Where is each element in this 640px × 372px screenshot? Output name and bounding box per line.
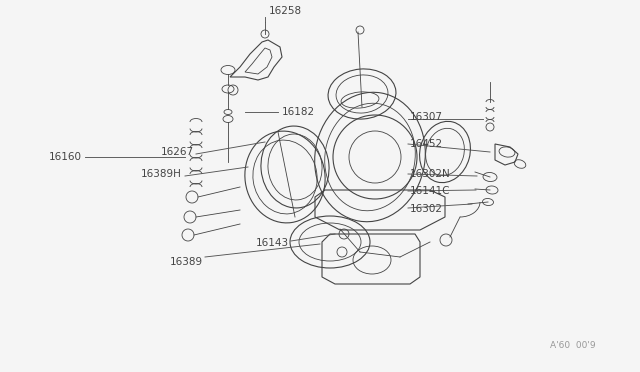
Text: 16182: 16182 bbox=[282, 107, 315, 117]
Text: 16258: 16258 bbox=[269, 6, 302, 16]
Text: 16389: 16389 bbox=[170, 257, 203, 267]
Text: 16141C: 16141C bbox=[410, 186, 451, 196]
Text: 16389H: 16389H bbox=[141, 169, 182, 179]
Text: 16302N: 16302N bbox=[410, 169, 451, 179]
Text: 16452: 16452 bbox=[410, 139, 443, 149]
Text: 16267: 16267 bbox=[161, 147, 194, 157]
Text: 16307: 16307 bbox=[410, 112, 443, 122]
Text: A'60  00'9: A'60 00'9 bbox=[550, 341, 596, 350]
Text: 16302: 16302 bbox=[410, 204, 443, 214]
Text: 16143: 16143 bbox=[256, 238, 289, 248]
Text: 16160: 16160 bbox=[49, 152, 82, 162]
